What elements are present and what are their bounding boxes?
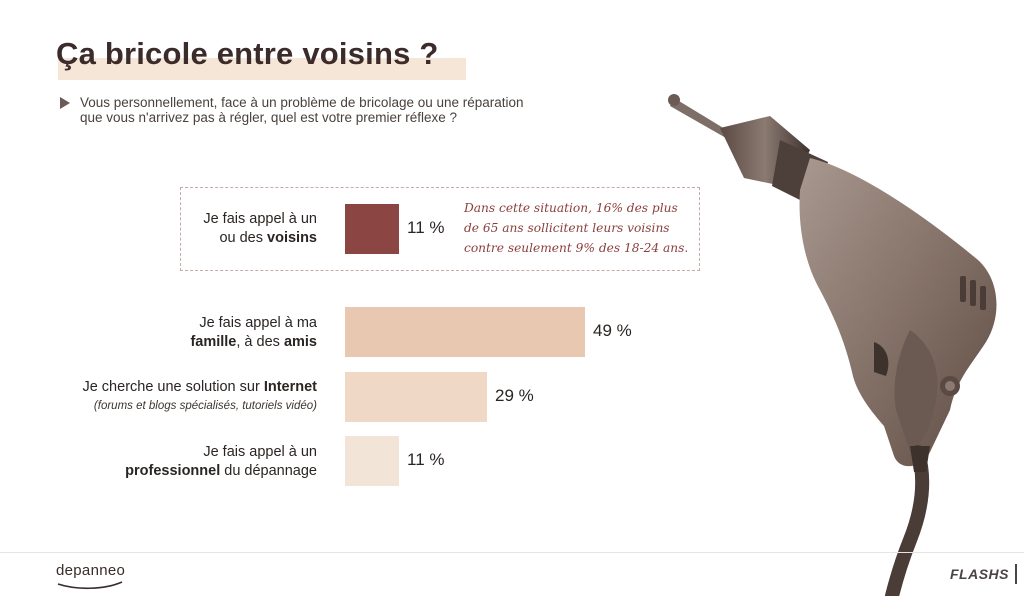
- question-text: Vous personnellement, face à un problème…: [80, 95, 580, 125]
- title-highlight: [58, 58, 466, 80]
- label-line: Je fais appel à un: [203, 211, 317, 227]
- annotation-line: de 65 ans sollicitent leurs voisins: [464, 221, 670, 235]
- bar-voisins: [345, 204, 399, 254]
- label-line: ou des voisins: [219, 230, 317, 246]
- label-line: professionnel du dépannage: [125, 463, 317, 479]
- label-bold: Internet: [263, 379, 317, 395]
- category-label-professionnel: Je fais appel à un professionnel du dépa…: [125, 443, 317, 481]
- flashs-brand: FLASHS: [950, 566, 1009, 582]
- label-line: Je fais appel à un: [203, 444, 317, 460]
- value-label: 49 %: [593, 321, 632, 340]
- depanneo-logo: depanneo: [56, 562, 126, 579]
- title-block: Ça bricole entre voisins ?: [56, 36, 466, 80]
- label-bold: voisins: [267, 230, 317, 246]
- annotation-line: Dans cette situation, 16% des plus: [464, 201, 678, 215]
- value-label: 11 %: [407, 218, 445, 237]
- category-label-voisins: Je fais appel à un ou des voisins: [203, 210, 317, 248]
- page-title: Ça bricole entre voisins ?: [56, 36, 439, 71]
- bar-famille: [345, 307, 585, 357]
- label-bold: professionnel: [125, 463, 221, 479]
- logo-swoosh-icon: [57, 581, 123, 590]
- label-line: Je fais appel à ma: [199, 315, 317, 331]
- annotation-line: contre seulement 9% des 18-24 ans.: [464, 241, 689, 255]
- label-line: Je cherche une solution sur Internet: [82, 379, 317, 395]
- bar-professionnel: [345, 436, 399, 486]
- question-line-2: que vous n'arrivez pas à régler, quel es…: [80, 110, 458, 125]
- label-bold: amis: [283, 334, 317, 350]
- question: Vous personnellement, face à un problème…: [60, 95, 580, 125]
- footer-divider: [0, 552, 1024, 553]
- drill-illustration: [668, 94, 997, 596]
- value-label: 29 %: [495, 386, 534, 405]
- brand-divider: [1015, 564, 1017, 584]
- category-label-famille: Je fais appel à ma famille, à des amis: [190, 314, 317, 352]
- category-label-internet: Je cherche une solution sur Internet (fo…: [82, 378, 317, 416]
- label-line: famille, à des amis: [190, 334, 317, 350]
- label-bold: famille: [190, 334, 237, 350]
- bar-internet: [345, 372, 487, 422]
- value-label: 11 %: [407, 450, 445, 469]
- highlight-box: [180, 187, 700, 271]
- play-arrow-icon: [60, 97, 70, 109]
- annotation: Dans cette situation, 16% des plus de 65…: [464, 198, 689, 258]
- question-line-1: Vous personnellement, face à un problème…: [80, 95, 524, 110]
- label-subtext: (forums et blogs spécialisés, tutoriels …: [93, 400, 317, 412]
